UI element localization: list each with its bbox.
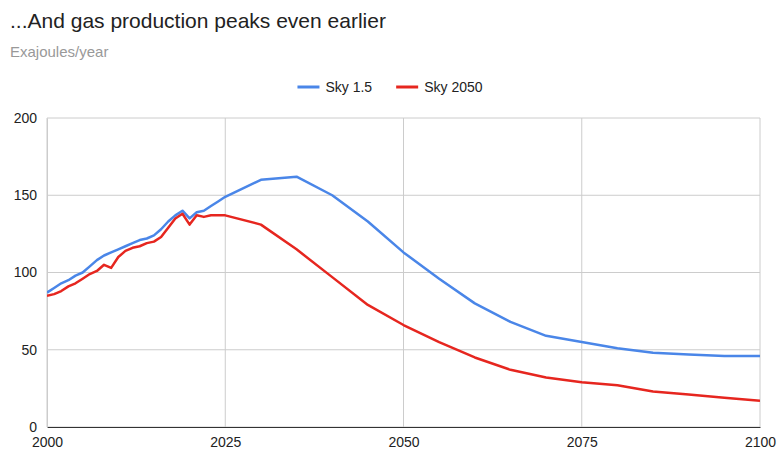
y-tick-label: 150 — [14, 187, 38, 203]
grid-line — [403, 118, 404, 427]
legend-item: Sky 1.5 — [297, 79, 372, 95]
title: ...And gas production peaks even earlier — [10, 9, 386, 32]
y-tick: 200 — [14, 110, 47, 126]
y-tick: 0 — [29, 419, 47, 435]
y-axis-line — [47, 119, 48, 428]
x-tick-label: 2100 — [745, 434, 776, 450]
legend-label: Sky 1.5 — [325, 79, 372, 95]
grid-line — [225, 118, 226, 427]
plot: 2000 2025 2050 2075 2100 0 50 100 150 200 — [14, 110, 777, 450]
grid-line — [581, 118, 582, 427]
legend-item: Sky 2050 — [396, 79, 483, 95]
grid-line — [760, 118, 761, 427]
grid — [47, 118, 760, 427]
x-tick-label: 2075 — [567, 434, 598, 450]
legend: Sky 1.5 Sky 2050 — [297, 79, 482, 95]
y-tick-label: 100 — [14, 264, 38, 280]
y-tick: 50 — [21, 342, 47, 358]
subtitle: Exajoules/year — [10, 43, 108, 60]
y-axis: 0 50 100 150 200 — [14, 110, 48, 435]
x-tick: 2050 — [388, 427, 419, 450]
legend-label: Sky 2050 — [424, 79, 483, 95]
x-axis: 2000 2025 2050 2075 2100 — [32, 427, 776, 450]
x-axis-line — [48, 427, 761, 428]
series-line — [47, 177, 760, 356]
y-tick: 150 — [14, 187, 47, 203]
grid-line — [47, 118, 48, 427]
legend-swatch — [297, 86, 319, 89]
x-tick: 2025 — [210, 427, 241, 450]
y-tick-label: 200 — [14, 110, 38, 126]
chart: ...And gas production peaks even earlier… — [0, 0, 780, 463]
x-tick-label: 2050 — [388, 434, 419, 450]
y-tick: 100 — [14, 264, 47, 280]
x-tick-label: 2025 — [210, 434, 241, 450]
y-tick-label: 50 — [21, 342, 37, 358]
legend-swatch — [396, 86, 418, 89]
x-tick-label: 2000 — [32, 434, 63, 450]
lines — [47, 177, 760, 401]
x-tick: 2100 — [745, 427, 776, 450]
series-line — [47, 214, 760, 401]
y-tick-label: 0 — [29, 419, 37, 435]
x-tick: 2075 — [567, 427, 598, 450]
